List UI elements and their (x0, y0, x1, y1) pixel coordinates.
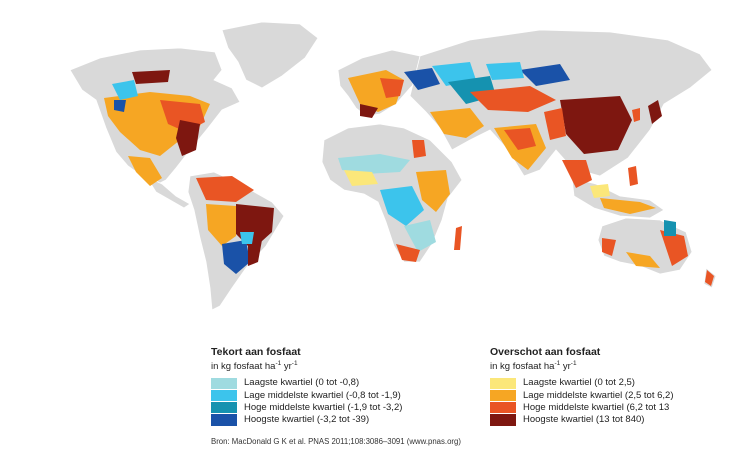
legend-item-label: Lage middelste kwartiel (-0,8 tot -1,9) (244, 389, 401, 401)
af-westcoast (344, 170, 378, 186)
sa-deficit-2 (240, 232, 254, 244)
legend-item: Lage middelste kwartiel (-0,8 tot -1,9) (211, 389, 402, 402)
india-high (504, 128, 536, 150)
unit-text: yr (281, 360, 292, 372)
china-edge (544, 108, 566, 140)
japan (648, 100, 662, 124)
china (560, 96, 632, 154)
unit-text: yr (560, 360, 571, 372)
middle-east (430, 108, 484, 138)
legend-deficit-unit: in kg fosfaat ha-1 yr-1 (211, 359, 402, 372)
au-south (626, 252, 660, 268)
unit-exponent: -1 (570, 359, 577, 367)
southeast-asia (571, 177, 665, 219)
legend-item-label: Hoge middelste kwartiel (-1,9 tot -3,2) (244, 401, 403, 413)
legend-swatch (490, 377, 516, 389)
na-surplus-top (176, 120, 200, 156)
legend-item-label: Hoogste kwartiel (-3,2 tot -39) (244, 414, 370, 426)
legend-swatch (211, 377, 237, 389)
legend-swatch (490, 402, 516, 414)
mexico (128, 156, 162, 186)
af-east (416, 170, 450, 212)
legend-item: Hoogste kwartiel (13 tot 840) (490, 414, 674, 426)
legend-item-label: Hoogste kwartiel (13 tot 840) (523, 414, 645, 426)
world-map (69, 21, 717, 311)
unit-exponent: -1 (554, 359, 561, 367)
philippines (628, 166, 638, 186)
central-asia (470, 86, 556, 112)
legend-deficit-title: Tekort aan fosfaat (211, 346, 301, 358)
legend-item: Laagste kwartiel (0 tot -0,8) (211, 377, 402, 389)
sa-deficit (222, 240, 250, 274)
legend-surplus: Overschot aan fosfaat in kg fosfaat ha-1… (490, 347, 674, 426)
legend-surplus-title: Overschot aan fosfaat (490, 346, 601, 358)
canada-prairie (132, 70, 170, 84)
legend-swatch (211, 389, 237, 402)
unit-text: in kg fosfaat ha (211, 360, 276, 372)
legend-deficit: Tekort aan fosfaat in kg fosfaat ha-1 yr… (211, 347, 402, 426)
unit-exponent: -1 (275, 359, 282, 367)
legend-item: Laagste kwartiel (0 tot 2,5) (490, 377, 674, 389)
madagascar (454, 226, 462, 250)
sa-mid (206, 204, 236, 246)
au-west (602, 238, 616, 256)
legend-item-label: Laagste kwartiel (0 tot 2,5) (523, 377, 635, 389)
legend-surplus-unit: in kg fosfaat ha-1 yr-1 (490, 359, 674, 372)
legend-item-label: Lage middelste kwartiel (2,5 tot 6,2) (523, 389, 674, 401)
af-sahel (338, 154, 410, 174)
source-credit: Bron: MacDonald G K et al. PNAS 2011;108… (211, 437, 461, 446)
eu-high (380, 78, 404, 98)
se-asia (562, 160, 592, 188)
greenland (221, 21, 319, 89)
asia-north-mid (486, 62, 524, 80)
af-southeast (404, 220, 436, 252)
eu-top (360, 104, 378, 118)
legend-item: Hoge middelste kwartiel (-1,9 tot -3,2) (211, 402, 402, 414)
indonesia (600, 198, 656, 214)
nz-data (705, 270, 714, 286)
korea (632, 108, 640, 122)
af-central (380, 186, 424, 226)
unit-text: in kg fosfaat ha (490, 360, 555, 372)
se-asia-yellow (590, 184, 610, 198)
legend-item-label: Hoge middelste kwartiel (6,2 tot 13 (523, 401, 670, 413)
af-south (396, 244, 420, 262)
phosphorus-data-layer (104, 62, 714, 286)
legend-item: Hoge middelste kwartiel (6,2 tot 13 (490, 402, 674, 414)
na-deficit-2 (114, 100, 126, 112)
legend-swatch (490, 414, 516, 426)
au-east-deficit (664, 220, 676, 236)
sa-south (248, 240, 262, 266)
asia-north-deficit (520, 64, 570, 86)
af-nile (412, 140, 426, 158)
legend-swatch (490, 389, 516, 402)
au-east (660, 230, 688, 266)
central-america (144, 175, 191, 209)
sa-north (196, 176, 254, 202)
legend-item-label: Laagste kwartiel (0 tot -0,8) (244, 377, 360, 389)
na-deficit (112, 80, 138, 100)
eu-deficit (404, 68, 440, 90)
legend-swatch (211, 402, 237, 414)
unit-exponent: -1 (291, 359, 298, 367)
legend-item: Lage middelste kwartiel (2,5 tot 6,2) (490, 389, 674, 402)
legend-item: Hoogste kwartiel (-3,2 tot -39) (211, 414, 402, 426)
legend-swatch (211, 414, 237, 426)
